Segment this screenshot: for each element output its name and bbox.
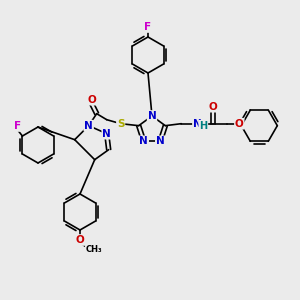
Text: F: F xyxy=(14,121,21,131)
Text: O: O xyxy=(209,102,218,112)
Text: N: N xyxy=(193,119,202,129)
Text: F: F xyxy=(144,22,152,32)
Text: S: S xyxy=(117,119,124,129)
Text: CH₃: CH₃ xyxy=(86,244,102,253)
Text: N: N xyxy=(84,121,93,131)
Text: N: N xyxy=(102,129,111,139)
Text: N: N xyxy=(140,136,148,146)
Text: O: O xyxy=(235,119,244,129)
Text: O: O xyxy=(87,95,96,105)
Text: N: N xyxy=(148,111,156,121)
Text: O: O xyxy=(76,235,84,245)
Text: H: H xyxy=(199,121,207,131)
Text: N: N xyxy=(156,136,165,146)
